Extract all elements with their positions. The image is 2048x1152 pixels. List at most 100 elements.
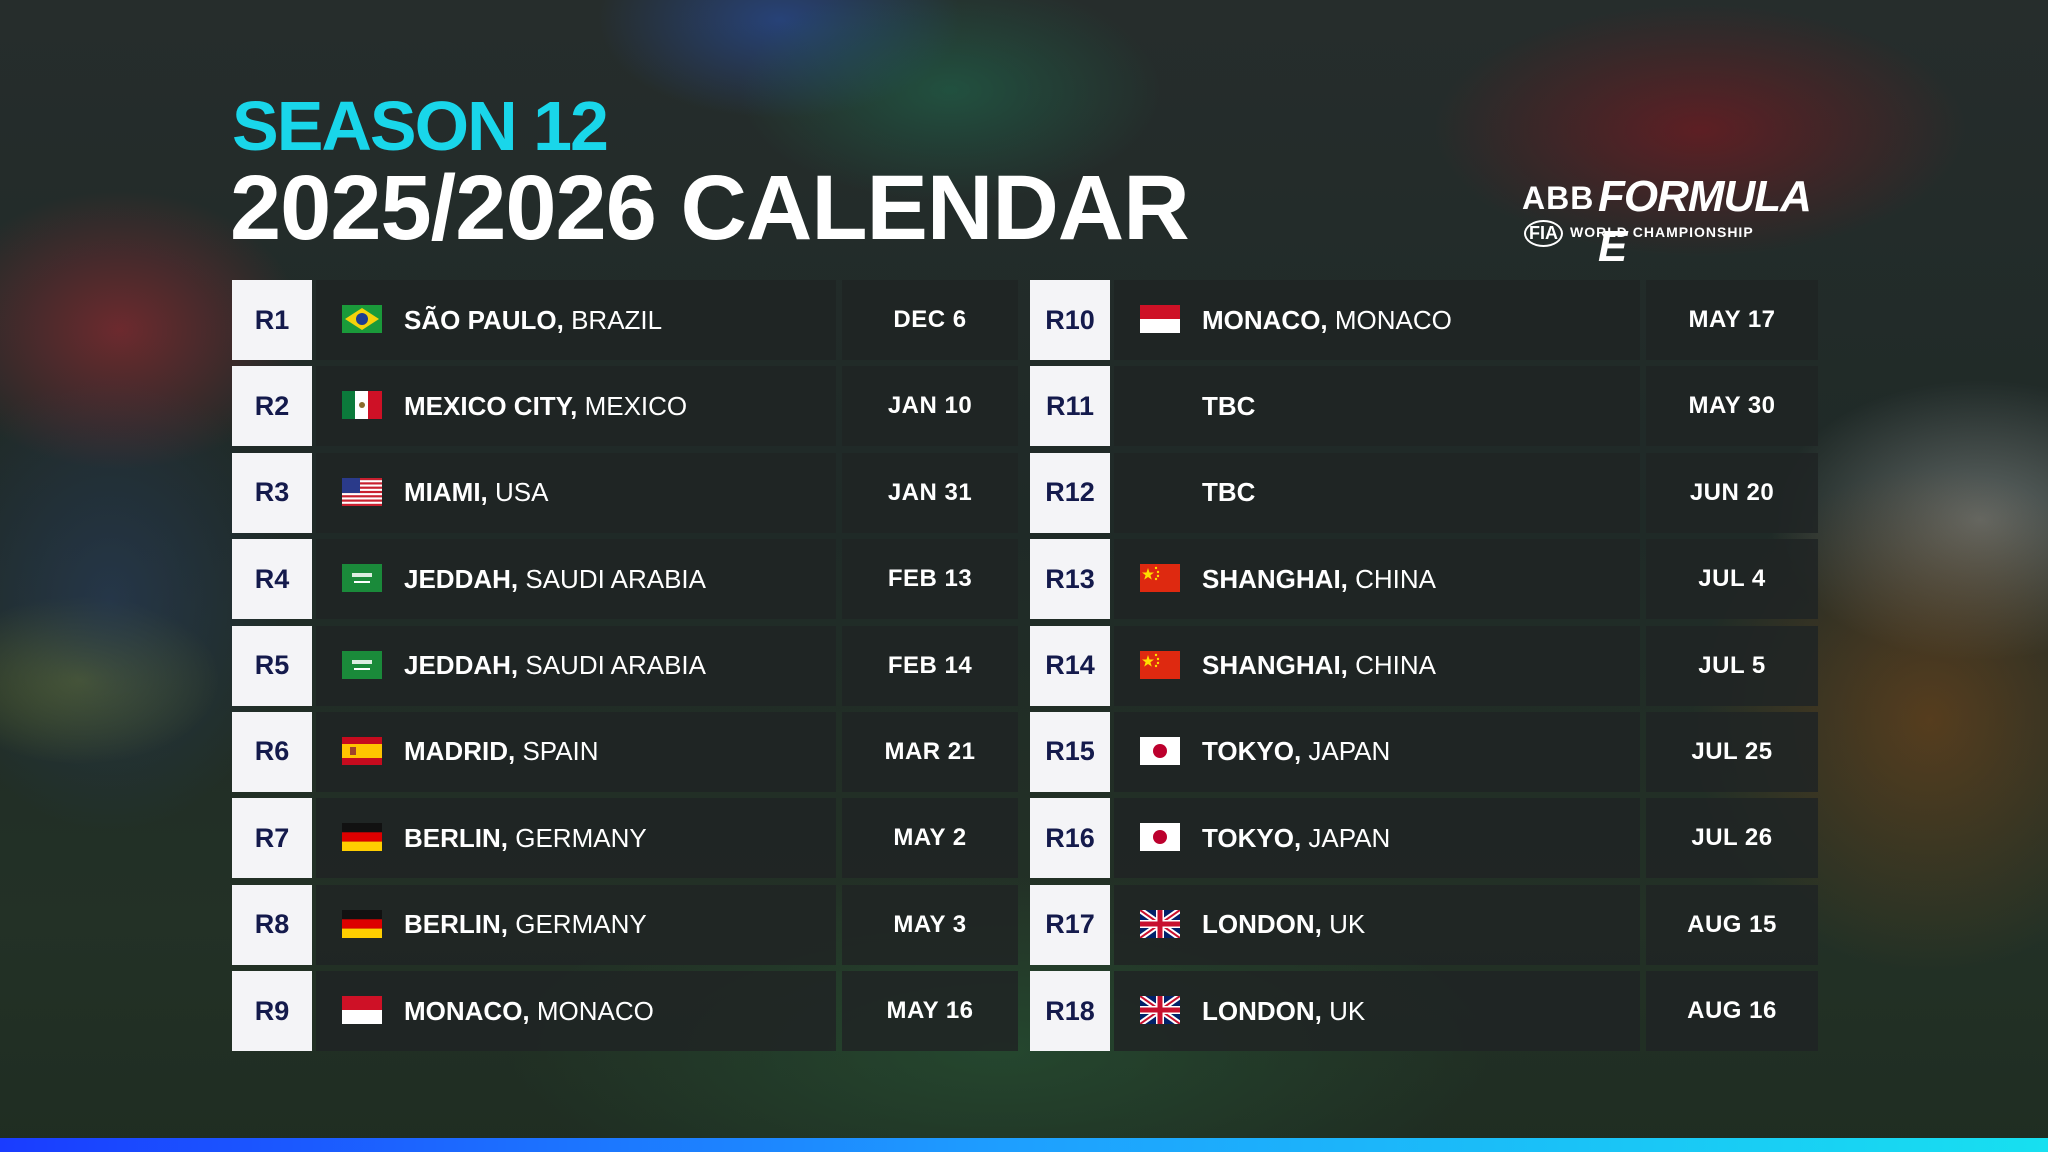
round-number: R10 [1030, 280, 1110, 360]
location-text: BERLIN, GERMANY [404, 798, 647, 878]
round-location: SÃO PAULO, BRAZIL [316, 280, 836, 360]
country-name: MEXICO [577, 390, 688, 421]
city-name: LONDON, [1202, 909, 1322, 940]
city-name: BERLIN, [404, 909, 508, 940]
location-text: TBC [1202, 366, 1255, 446]
city-name: MIAMI, [404, 477, 488, 508]
round-location: BERLIN, GERMANY [316, 798, 836, 879]
round-location: SHANGHAI, CHINA [1114, 625, 1640, 706]
round-row-r3: R3 MIAMI, USA JAN 31 [232, 452, 1024, 533]
city-name: LONDON, [1202, 995, 1322, 1026]
round-row-r14: R14 SHANGHAI, CHINA JUL 5 [1030, 625, 1818, 706]
location-text: BERLIN, GERMANY [404, 885, 647, 965]
round-location: MIAMI, USA [316, 452, 836, 533]
location-text: MADRID, SPAIN [404, 712, 599, 792]
round-number: R1 [232, 280, 312, 360]
city-name: TBC [1202, 477, 1256, 508]
round-row-r5: R5 JEDDAH, SAUDI ARABIA FEB 14 [232, 625, 1024, 706]
world-championship-text: WORLD CHAMPIONSHIP [1570, 224, 1754, 240]
round-date: JUL 26 [1646, 798, 1818, 879]
country-name: USA [487, 477, 549, 508]
china-flag-icon [1140, 650, 1180, 679]
china-flag-icon [1140, 564, 1180, 593]
location-text: LONDON, UK [1202, 885, 1365, 965]
round-number: R7 [232, 798, 312, 879]
round-row-r9: R9 MONACO, MONACO MAY 16 [232, 971, 1024, 1052]
formula-e-logo-text: FORMULA E [1598, 172, 1810, 271]
bottom-gradient-bar [0, 1138, 2048, 1152]
round-date: MAY 17 [1646, 280, 1818, 360]
round-date: MAY 3 [842, 884, 1018, 965]
country-name: BRAZIL [563, 304, 663, 335]
location-text: MONACO, MONACO [404, 971, 654, 1051]
round-location: LONDON, UK [1114, 971, 1640, 1052]
season-label: SEASON 12 [232, 87, 609, 165]
round-date: MAY 16 [842, 971, 1018, 1052]
round-number: R13 [1030, 539, 1110, 620]
spain-flag-icon [342, 736, 382, 765]
brazil-flag-icon [342, 305, 382, 333]
germany-flag-icon [342, 909, 382, 938]
country-name: MONACO [529, 995, 654, 1026]
round-date: JUL 5 [1646, 625, 1818, 706]
round-row-r17: R17 LONDON, UK AUG 15 [1030, 884, 1818, 965]
city-name: SHANGHAI, [1202, 563, 1348, 594]
round-location: MONACO, MONACO [316, 971, 836, 1052]
abb-logo-text: ABB [1522, 180, 1595, 216]
round-number: R15 [1030, 711, 1110, 792]
country-name: JAPAN [1301, 736, 1391, 767]
city-name: BERLIN, [404, 822, 508, 853]
mexico-flag-icon [342, 391, 382, 420]
round-row-r13: R13 SHANGHAI, CHINA JUL 4 [1030, 539, 1818, 620]
location-text: MONACO, MONACO [1202, 280, 1452, 360]
city-name: JEDDAH, [404, 563, 519, 594]
round-location: SHANGHAI, CHINA [1114, 539, 1640, 620]
round-number: R14 [1030, 625, 1110, 706]
city-name: TOKYO, [1202, 822, 1302, 853]
monaco-flag-icon [1140, 305, 1180, 333]
country-name: UK [1321, 909, 1366, 940]
saudi-flag-icon [342, 564, 382, 593]
round-number: R16 [1030, 798, 1110, 879]
city-name: TOKYO, [1202, 736, 1302, 767]
country-name: SAUDI ARABIA [518, 563, 706, 594]
round-row-r11: R11 TBC MAY 30 [1030, 366, 1818, 447]
city-name: MONACO, [1202, 304, 1328, 335]
round-number: R8 [232, 884, 312, 965]
round-date: JAN 31 [842, 452, 1018, 533]
round-number: R4 [232, 539, 312, 620]
round-location: MONACO, MONACO [1114, 280, 1640, 360]
location-text: SÃO PAULO, BRAZIL [404, 280, 662, 360]
city-name: JEDDAH, [404, 650, 519, 681]
round-location: MEXICO CITY, MEXICO [316, 366, 836, 447]
round-row-r15: R15 TOKYO, JAPAN JUL 25 [1030, 711, 1818, 792]
round-location: LONDON, UK [1114, 884, 1640, 965]
round-date: MAR 21 [842, 711, 1018, 792]
round-number: R17 [1030, 884, 1110, 965]
page-title: 2025/2026 CALENDAR [230, 157, 1190, 259]
round-date: JUL 25 [1646, 711, 1818, 792]
round-number: R9 [232, 971, 312, 1052]
location-text: MEXICO CITY, MEXICO [404, 366, 687, 446]
monaco-flag-icon [342, 996, 382, 1025]
round-location: TBC [1114, 366, 1640, 447]
round-location: JEDDAH, SAUDI ARABIA [316, 625, 836, 706]
location-text: SHANGHAI, CHINA [1202, 626, 1436, 706]
location-text: SHANGHAI, CHINA [1202, 539, 1436, 619]
location-text: TOKYO, JAPAN [1202, 712, 1390, 792]
country-name: CHINA [1347, 650, 1437, 681]
round-row-r6: R6 MADRID, SPAIN MAR 21 [232, 711, 1024, 792]
japan-flag-icon [1140, 736, 1180, 765]
round-row-r10: R10 MONACO, MONACO MAY 17 [1030, 280, 1818, 360]
japan-flag-icon [1140, 823, 1180, 852]
calendar-column-right: R10 MONACO, MONACO MAY 17 R11 TBC MAY 30 R12 TB… [1030, 280, 1818, 1058]
city-name: MEXICO CITY, [404, 390, 578, 421]
round-date: AUG 15 [1646, 884, 1818, 965]
location-text: LONDON, UK [1202, 971, 1365, 1051]
round-row-r18: R18 LONDON, UK AUG 16 [1030, 971, 1818, 1052]
round-number: R11 [1030, 366, 1110, 447]
round-row-r2: R2 MEXICO CITY, MEXICO JAN 10 [232, 366, 1024, 447]
city-name: SHANGHAI, [1202, 650, 1348, 681]
round-date: FEB 14 [842, 625, 1018, 706]
round-date: DEC 6 [842, 280, 1018, 360]
